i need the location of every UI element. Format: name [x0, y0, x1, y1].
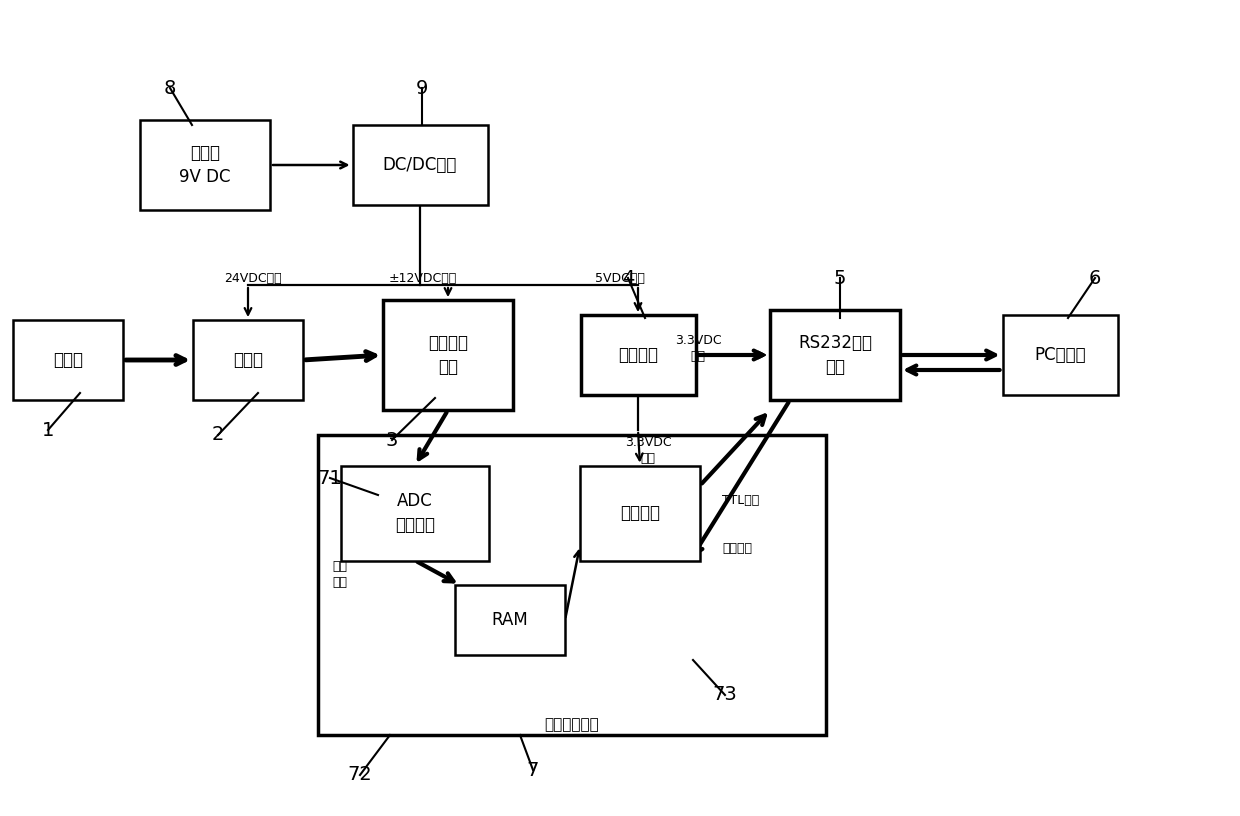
Text: RS232收发
模块: RS232收发 模块 [799, 335, 872, 376]
Text: 数字
滤波: 数字 滤波 [332, 561, 347, 589]
Text: ±12VDC供电: ±12VDC供电 [389, 272, 458, 285]
Text: 4: 4 [621, 268, 634, 287]
Text: 73: 73 [713, 685, 738, 704]
Bar [1002, 315, 1117, 395]
Bar [770, 310, 900, 400]
Bar [455, 585, 565, 655]
Text: 控制命令: 控制命令 [722, 542, 751, 555]
Text: 串口模块: 串口模块 [620, 504, 660, 522]
Text: 干电池
9V DC: 干电池 9V DC [180, 144, 231, 186]
Bar [140, 120, 270, 210]
Text: 9: 9 [415, 78, 428, 97]
Text: 5VDC供电: 5VDC供电 [595, 272, 645, 285]
Text: 7: 7 [527, 761, 539, 779]
Text: ADC
控制模块: ADC 控制模块 [396, 492, 435, 534]
Text: 1: 1 [42, 420, 55, 440]
Text: PC上位机: PC上位机 [1034, 346, 1086, 364]
Text: 3: 3 [386, 431, 398, 450]
Text: 24VDC供电: 24VDC供电 [224, 272, 281, 285]
Text: 71: 71 [317, 468, 342, 487]
Text: DC/DC电路: DC/DC电路 [383, 156, 458, 174]
Bar [193, 320, 303, 400]
Text: 采样控制模块: 采样控制模块 [544, 717, 599, 733]
Text: 传感器: 传感器 [233, 351, 263, 369]
Text: TTL电平: TTL电平 [722, 494, 759, 507]
Text: 电源模块: 电源模块 [618, 346, 658, 364]
Text: 2: 2 [212, 425, 224, 445]
Text: 模拟滤波
模块: 模拟滤波 模块 [428, 335, 467, 376]
Bar [580, 465, 701, 561]
Bar [12, 320, 123, 400]
Bar [352, 125, 487, 205]
Text: 3.3VDC
供串: 3.3VDC 供串 [675, 334, 722, 362]
Text: RAM: RAM [491, 611, 528, 629]
Bar [341, 465, 489, 561]
Text: 5: 5 [833, 268, 846, 287]
Text: 6: 6 [1089, 268, 1101, 287]
Text: 72: 72 [347, 765, 372, 784]
Text: 3.3VDC
供电: 3.3VDC 供电 [625, 436, 671, 464]
Bar [317, 435, 826, 735]
Text: 变压器: 变压器 [53, 351, 83, 369]
Bar [383, 300, 513, 410]
Bar [580, 315, 696, 395]
Text: 8: 8 [164, 78, 176, 97]
